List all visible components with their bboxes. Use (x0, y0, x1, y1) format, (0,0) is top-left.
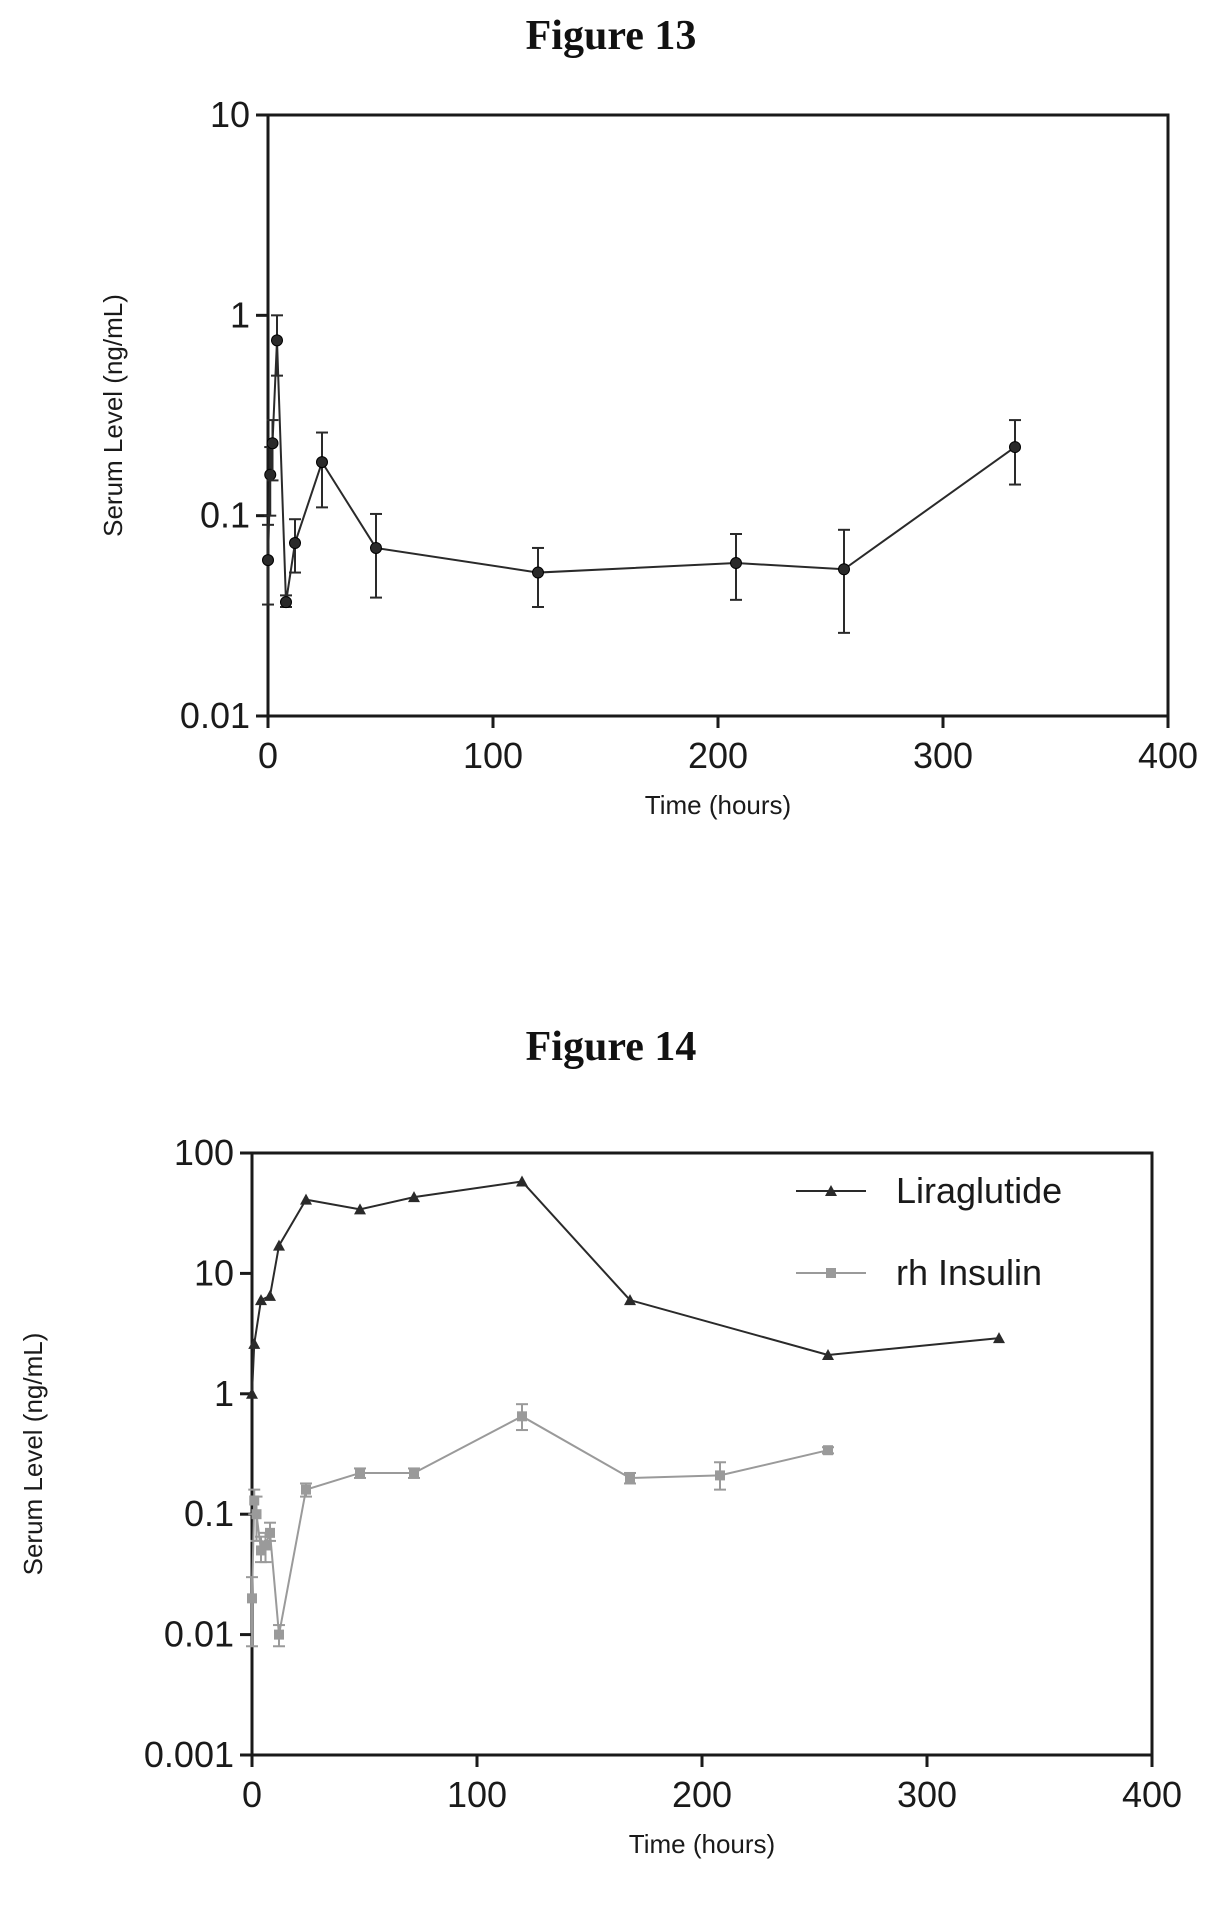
x-tick-label: 300 (913, 735, 973, 776)
data-point (280, 596, 292, 609)
data-point (370, 541, 382, 554)
data-point (516, 1175, 528, 1187)
x-tick-label: 300 (897, 1774, 957, 1815)
y-axis-title: Serum Level (ng/mL) (18, 1333, 48, 1576)
data-point (823, 1445, 833, 1456)
x-tick-label: 200 (672, 1774, 732, 1815)
y-tick-label: 1 (230, 294, 250, 335)
data-point (354, 1203, 366, 1215)
data-point (264, 1289, 276, 1301)
data-point (255, 1294, 267, 1306)
data-point (532, 566, 544, 579)
data-point (247, 1593, 257, 1604)
y-axis-title: Serum Level (ng/mL) (98, 294, 128, 537)
y-tick-label: 0.01 (164, 1614, 234, 1655)
data-point (715, 1470, 725, 1481)
data-point (289, 537, 301, 550)
data-point (273, 1239, 285, 1251)
data-point (993, 1332, 1005, 1344)
y-tick-label: 0.1 (184, 1493, 234, 1534)
data-point (271, 334, 283, 347)
data-point (355, 1467, 365, 1478)
y-tick-label: 1 (214, 1373, 234, 1414)
data-point (517, 1411, 527, 1422)
x-tick-label: 100 (447, 1774, 507, 1815)
data-point (409, 1467, 419, 1478)
data-point (249, 1495, 260, 1506)
y-tick-label: 0.001 (144, 1734, 234, 1775)
x-axis-title: Time (hours) (645, 790, 791, 820)
data-point (730, 557, 742, 570)
plot-frame (250, 1151, 1154, 1757)
y-tick-label: 10 (210, 94, 250, 135)
figure-14-title: Figure 14 (525, 1024, 697, 1070)
legend-marker (826, 1268, 836, 1278)
data-point (1009, 441, 1021, 454)
x-tick-label: 200 (688, 735, 748, 776)
x-axis-title: Time (hours) (629, 1829, 775, 1859)
legend-label: Liraglutide (896, 1170, 1062, 1211)
data-point (316, 456, 328, 469)
series-line (251, 1415, 829, 1635)
data-point (625, 1472, 635, 1483)
data-point (251, 1509, 262, 1520)
series-line (251, 1180, 1000, 1394)
data-point (265, 1527, 275, 1538)
y-tick-label: 0.1 (200, 495, 250, 536)
data-point (248, 1337, 261, 1349)
figure-13-chart: 0 100 200 300 400 0.01 0.1 1 10 Time (hours) Serum… (98, 94, 1198, 820)
data-point (266, 437, 279, 450)
data-point (300, 1193, 312, 1205)
x-tick-label: 0 (242, 1774, 262, 1815)
data-point (274, 1629, 284, 1640)
y-tick-label: 10 (194, 1252, 234, 1293)
data-point (301, 1484, 311, 1495)
y-tick-label: 0.01 (180, 695, 250, 736)
figure-13-title: Figure 13 (525, 13, 697, 59)
data-point (624, 1294, 636, 1306)
x-tick-label: 100 (463, 735, 523, 776)
y-tick-label: 100 (174, 1132, 234, 1173)
data-point (838, 563, 850, 576)
x-tick-label: 0 (258, 735, 278, 776)
legend-label: rh Insulin (896, 1252, 1042, 1293)
x-tick-label: 400 (1138, 735, 1198, 776)
legend-marker (825, 1185, 837, 1196)
data-point (262, 554, 274, 567)
data-point (246, 1387, 258, 1399)
x-tick-label: 400 (1122, 1774, 1182, 1815)
data-point (408, 1191, 420, 1203)
data-point (822, 1349, 834, 1361)
data-point (260, 1540, 271, 1551)
